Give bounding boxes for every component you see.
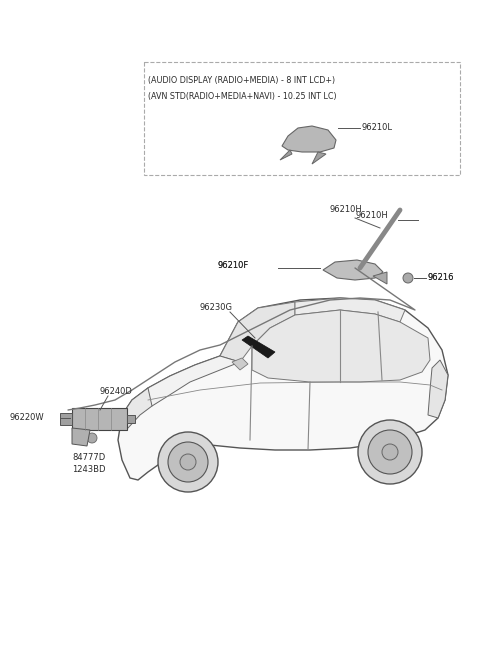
- Polygon shape: [242, 336, 275, 358]
- Text: 1243BD: 1243BD: [72, 465, 106, 474]
- Circle shape: [403, 273, 413, 283]
- Text: 96210F: 96210F: [218, 262, 249, 270]
- Text: 96210L: 96210L: [362, 123, 393, 133]
- Polygon shape: [280, 150, 292, 160]
- Text: 96216: 96216: [428, 274, 455, 283]
- Text: (AUDIO DISPLAY (RADIO+MEDIA) - 8 INT LCD+): (AUDIO DISPLAY (RADIO+MEDIA) - 8 INT LCD…: [148, 76, 335, 85]
- Polygon shape: [373, 272, 387, 284]
- Text: 96230G: 96230G: [200, 304, 233, 312]
- Bar: [127, 415, 135, 423]
- Polygon shape: [312, 152, 326, 164]
- Polygon shape: [282, 126, 336, 152]
- Polygon shape: [140, 356, 240, 406]
- Circle shape: [358, 420, 422, 484]
- Circle shape: [180, 454, 196, 470]
- Circle shape: [368, 430, 412, 474]
- Polygon shape: [252, 310, 430, 382]
- Text: 96210H: 96210H: [330, 205, 363, 215]
- Polygon shape: [295, 298, 405, 322]
- Bar: [60, 413, 72, 425]
- Text: 96240D: 96240D: [100, 387, 133, 396]
- Circle shape: [168, 442, 208, 482]
- Polygon shape: [323, 260, 383, 280]
- Text: 84777D: 84777D: [72, 453, 105, 462]
- Text: 96210F: 96210F: [218, 262, 249, 270]
- Text: 96216: 96216: [427, 274, 454, 283]
- Polygon shape: [122, 388, 152, 430]
- Bar: [144, 62, 460, 175]
- Polygon shape: [428, 360, 448, 418]
- Text: 96210H: 96210H: [355, 211, 388, 220]
- Bar: [72, 408, 127, 430]
- Circle shape: [87, 433, 97, 443]
- Circle shape: [158, 432, 218, 492]
- Text: (AVN STD(RADIO+MEDIA+NAVI) - 10.25 INT LC): (AVN STD(RADIO+MEDIA+NAVI) - 10.25 INT L…: [148, 92, 336, 101]
- Polygon shape: [220, 302, 295, 362]
- Polygon shape: [118, 298, 448, 480]
- Polygon shape: [232, 358, 248, 370]
- Circle shape: [382, 444, 398, 460]
- Polygon shape: [72, 428, 90, 446]
- Text: 96220W: 96220W: [10, 413, 45, 422]
